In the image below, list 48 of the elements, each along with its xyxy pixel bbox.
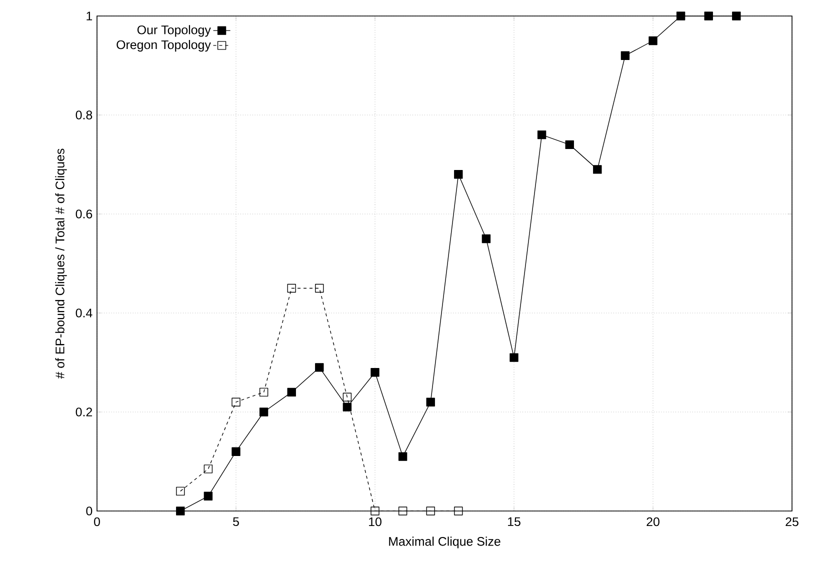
point bbox=[342, 392, 352, 402]
x-tick-label: 5 bbox=[233, 517, 239, 526]
point bbox=[398, 506, 408, 516]
x-tick-label: 20 bbox=[646, 517, 660, 526]
point bbox=[732, 12, 741, 20]
point bbox=[204, 464, 213, 474]
point bbox=[398, 452, 408, 461]
y-tick-label: 0.6 bbox=[76, 210, 92, 218]
point bbox=[315, 284, 324, 293]
legend-label: Our Topology bbox=[137, 25, 211, 37]
point bbox=[370, 368, 380, 377]
x-tick-label: 25 bbox=[786, 517, 798, 526]
point bbox=[287, 284, 296, 293]
y-axis-title: # of EP-bound Cliques / Total # of Cliques bbox=[55, 148, 67, 379]
point bbox=[704, 12, 713, 20]
point bbox=[510, 353, 518, 362]
point bbox=[176, 506, 185, 516]
y-tick-label: 1 bbox=[86, 12, 92, 20]
x-tick-label: 10 bbox=[369, 517, 382, 526]
point bbox=[454, 506, 463, 516]
point bbox=[565, 140, 574, 150]
point bbox=[342, 402, 352, 412]
point bbox=[537, 130, 546, 140]
point bbox=[482, 234, 491, 244]
point bbox=[259, 388, 268, 397]
point bbox=[454, 170, 463, 179]
point bbox=[287, 388, 296, 397]
point bbox=[232, 398, 240, 406]
y-tick-label: 0.4 bbox=[76, 308, 92, 318]
point bbox=[593, 165, 602, 174]
point bbox=[648, 36, 658, 46]
y-tick-label: 0 bbox=[86, 506, 92, 516]
point bbox=[204, 492, 213, 500]
point bbox=[370, 506, 380, 516]
x-axis-title: Maximal Clique Size bbox=[389, 536, 500, 548]
x-tick-label: 15 bbox=[508, 517, 520, 526]
point bbox=[620, 51, 630, 60]
x-tick-label: 0 bbox=[94, 517, 100, 526]
point bbox=[176, 486, 185, 496]
point bbox=[426, 398, 435, 406]
point bbox=[426, 506, 435, 516]
point bbox=[259, 408, 268, 416]
y-tick-label: 0.8 bbox=[76, 110, 92, 120]
point bbox=[676, 12, 686, 20]
y-tick-label: 0.2 bbox=[76, 408, 92, 416]
legend-label: Oregon Topology bbox=[116, 40, 211, 52]
point bbox=[315, 363, 324, 372]
point bbox=[232, 447, 240, 456]
